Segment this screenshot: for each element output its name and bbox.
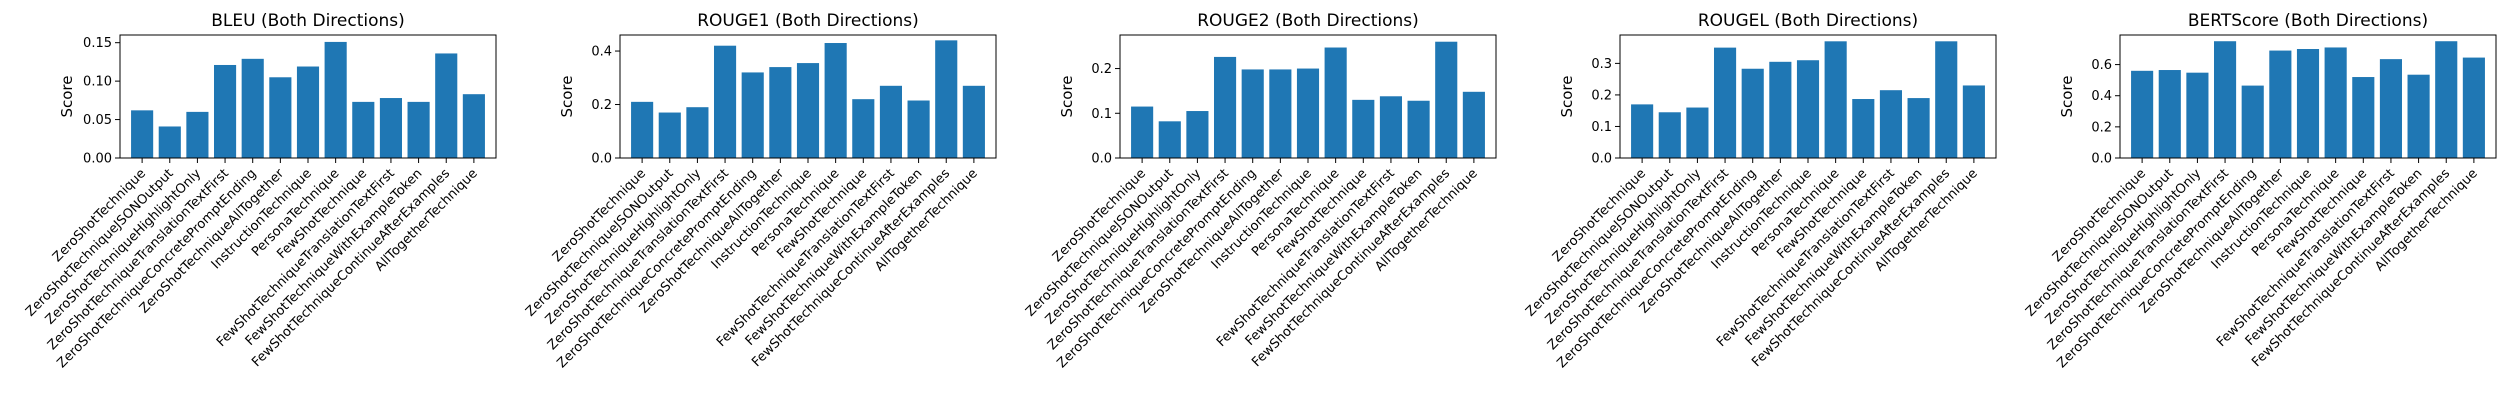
bar-5-11: [2407, 74, 2430, 158]
bar-4-2: [1658, 112, 1681, 158]
chart-panel-4: 0.00.10.20.3ZeroShotTechniqueZeroShotTec…: [1523, 11, 1997, 371]
bar-5-9: [2352, 77, 2375, 158]
bar-1-11: [407, 101, 430, 158]
bar-5-1: [2131, 70, 2154, 158]
bar-3-13: [1462, 91, 1485, 158]
bar-2-5: [741, 72, 764, 158]
y-tick-label: 0.1: [1091, 107, 1112, 122]
bar-5-2: [2158, 70, 2181, 158]
bar-4-13: [1962, 85, 1985, 158]
bar-5-3: [2186, 72, 2209, 158]
y-tick-label: 0.15: [83, 36, 112, 51]
chart-title: ROUGE1 (Both Directions): [697, 11, 919, 31]
y-tick-label: 0.2: [1591, 88, 1612, 103]
chart-title: BERTScore (Both Directions): [2188, 11, 2428, 31]
chart-panel-2: 0.00.20.4ZeroShotTechniqueZeroShotTechni…: [523, 11, 997, 371]
y-axis-label: Score: [1558, 75, 1576, 117]
bar-5-4: [2214, 41, 2237, 159]
y-axis-label: Score: [1058, 75, 1076, 117]
bar-3-4: [1214, 56, 1237, 158]
bar-3-3: [1186, 111, 1209, 158]
bar-3-1: [1131, 106, 1154, 158]
bar-4-11: [1907, 98, 1930, 158]
bar-5-6: [2269, 50, 2292, 158]
chart-panel-1: 0.000.050.100.15ZeroShotTechniqueZeroSho…: [23, 11, 497, 371]
bar-4-6: [1769, 61, 1792, 159]
bar-5-8: [2324, 47, 2347, 158]
bar-1-2: [158, 126, 181, 158]
bar-2-12: [935, 40, 958, 158]
bar-3-6: [1269, 69, 1292, 158]
bar-2-11: [907, 100, 930, 158]
bar-3-11: [1407, 100, 1430, 158]
bar-2-13: [962, 85, 985, 158]
y-tick-label: 0.0: [2091, 152, 2112, 167]
y-tick-label: 0.2: [591, 98, 612, 113]
y-axis-label: Score: [2058, 75, 2076, 117]
chart-title: ROUGEL (Both Directions): [1698, 11, 1918, 31]
bar-5-5: [2241, 85, 2264, 158]
y-axis-label: Score: [58, 75, 76, 117]
bar-4-8: [1824, 41, 1847, 159]
y-tick-label: 0.3: [1591, 57, 1612, 72]
bar-1-1: [131, 110, 154, 158]
y-tick-label: 0.2: [2091, 120, 2112, 135]
y-tick-label: 0.00: [83, 152, 112, 167]
bar-4-9: [1852, 99, 1875, 158]
y-tick-label: 0.4: [2091, 89, 2112, 104]
bar-4-12: [1935, 41, 1958, 159]
bar-4-4: [1714, 47, 1737, 159]
bar-1-5: [241, 58, 264, 158]
bar-3-2: [1158, 121, 1181, 158]
bar-2-1: [631, 101, 654, 158]
y-axis-label: Score: [558, 75, 576, 117]
bar-4-10: [1879, 90, 1902, 158]
bar-4-5: [1741, 68, 1764, 158]
y-tick-label: 0.4: [591, 45, 612, 60]
chart-title: ROUGE2 (Both Directions): [1197, 11, 1419, 31]
bar-2-8: [824, 43, 847, 158]
bar-3-8: [1324, 47, 1347, 158]
bar-2-7: [796, 63, 820, 158]
bar-5-12: [2435, 41, 2458, 159]
bar-1-12: [435, 53, 458, 159]
bar-1-7: [296, 66, 320, 158]
bar-2-3: [686, 107, 709, 158]
bar-2-10: [879, 85, 902, 158]
y-tick-label: 0.0: [591, 152, 612, 167]
chart-panel-3: 0.00.10.2ZeroShotTechniqueZeroShotTechni…: [1023, 11, 1497, 371]
y-tick-label: 0.2: [1091, 62, 1112, 77]
bar-2-6: [769, 67, 792, 158]
bar-5-13: [2462, 57, 2485, 158]
y-tick-label: 0.05: [83, 113, 112, 128]
bar-1-6: [269, 77, 292, 158]
bar-4-7: [1796, 60, 1820, 159]
bar-1-8: [324, 41, 347, 158]
bar-3-12: [1435, 41, 1458, 158]
bar-1-9: [352, 101, 375, 158]
chart-title: BLEU (Both Directions): [211, 11, 405, 31]
chart-panel-5: 0.00.20.40.6ZeroShotTechniqueZeroShotTec…: [2023, 11, 2497, 371]
y-tick-label: 0.10: [83, 75, 112, 90]
bar-1-13: [462, 94, 485, 158]
bar-1-10: [379, 98, 402, 158]
bar-5-7: [2296, 49, 2320, 159]
y-tick-label: 0.0: [1591, 152, 1612, 167]
bar-3-9: [1352, 99, 1375, 158]
bar-5-10: [2379, 59, 2402, 158]
bar-3-7: [1296, 68, 1320, 158]
y-tick-label: 0.6: [2091, 58, 2112, 73]
bar-1-3: [186, 111, 209, 159]
bar-3-5: [1241, 69, 1264, 158]
bar-2-2: [658, 112, 681, 158]
bar-4-3: [1686, 107, 1709, 158]
y-tick-label: 0.1: [1591, 120, 1612, 135]
bar-3-10: [1379, 96, 1402, 158]
y-tick-label: 0.0: [1091, 152, 1112, 167]
bar-2-4: [714, 45, 737, 159]
bar-2-9: [852, 99, 875, 158]
bar-1-4: [214, 64, 237, 158]
bar-4-1: [1631, 104, 1654, 158]
